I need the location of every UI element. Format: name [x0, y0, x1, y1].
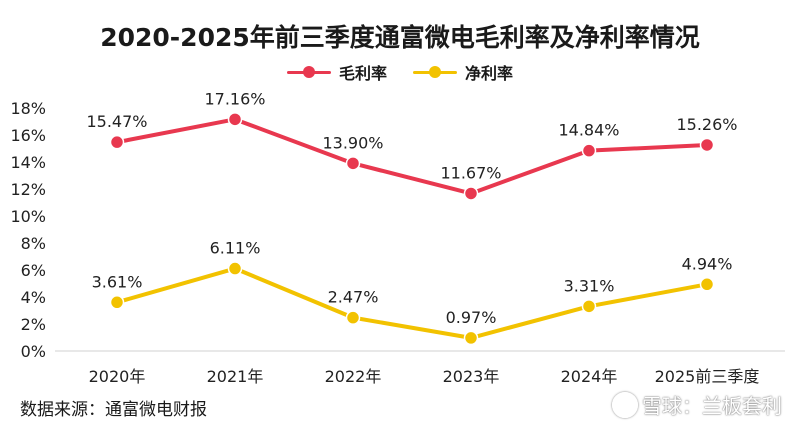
series-line-gross-margin — [115, 117, 709, 196]
x-tick-label: 2025前三季度 — [655, 367, 760, 386]
x-tick-label: 2023年 — [443, 367, 500, 386]
data-point — [345, 156, 361, 171]
y-tick-label: 2% — [21, 315, 46, 334]
y-tick-label: 8% — [21, 234, 46, 253]
x-tick-label: 2021年 — [207, 367, 264, 386]
data-label: 13.90% — [322, 133, 383, 152]
y-tick-label: 4% — [21, 288, 46, 307]
y-tick-label: 10% — [10, 207, 46, 226]
data-point — [109, 134, 125, 150]
data-label: 3.31% — [564, 276, 615, 295]
data-label: 3.61% — [92, 272, 143, 291]
data-point — [109, 295, 125, 310]
data-label: 17.16% — [204, 89, 265, 108]
data-label: 11.67% — [440, 163, 501, 182]
data-label: 0.97% — [446, 308, 497, 327]
data-label: 14.84% — [558, 121, 619, 140]
watermark-text: 雪球：兰板套利 — [642, 394, 782, 418]
data-point — [581, 299, 597, 314]
data-source: 数据来源：通富微电财报 — [20, 400, 207, 420]
legend-swatch-net-margin — [413, 66, 457, 78]
data-point — [581, 143, 597, 158]
y-tick-label: 0% — [21, 342, 46, 361]
y-tick-label: 14% — [10, 153, 46, 172]
x-tick-label: 2024年 — [561, 367, 618, 386]
data-point — [699, 137, 715, 153]
series-line-net-margin — [115, 266, 709, 340]
snowball-logo-icon — [612, 391, 638, 418]
data-label: 15.47% — [86, 112, 147, 131]
legend: 毛利率 净利率 — [0, 60, 800, 84]
legend-item-net-margin: 净利率 — [413, 60, 513, 84]
data-label: 6.11% — [210, 239, 261, 258]
watermark: 雪球：兰板套利 — [612, 390, 782, 419]
data-point — [463, 330, 479, 346]
y-tick-label: 6% — [21, 261, 46, 280]
data-point — [699, 277, 715, 292]
legend-swatch-gross-margin — [286, 66, 331, 78]
data-label: 15.26% — [676, 115, 737, 134]
legend-label-net-margin: 净利率 — [465, 64, 514, 83]
y-tick-label: 16% — [10, 126, 46, 145]
x-tick-label: 2020年 — [89, 367, 146, 386]
data-point — [463, 186, 479, 201]
data-label: 2.47% — [328, 288, 379, 307]
y-tick-label: 12% — [10, 180, 46, 199]
chart-title: 2020-2025年前三季度通富微电毛利率及净利率情况 — [100, 23, 700, 52]
x-tick-label: 2022年 — [325, 367, 382, 386]
legend-label-gross-margin: 毛利率 — [338, 64, 387, 83]
data-point — [227, 112, 243, 127]
data-label: 4.94% — [682, 254, 733, 273]
legend-item-gross-margin: 毛利率 — [286, 60, 387, 84]
data-point — [227, 261, 243, 276]
y-tick-label: 18% — [10, 99, 46, 118]
data-point — [345, 310, 361, 325]
